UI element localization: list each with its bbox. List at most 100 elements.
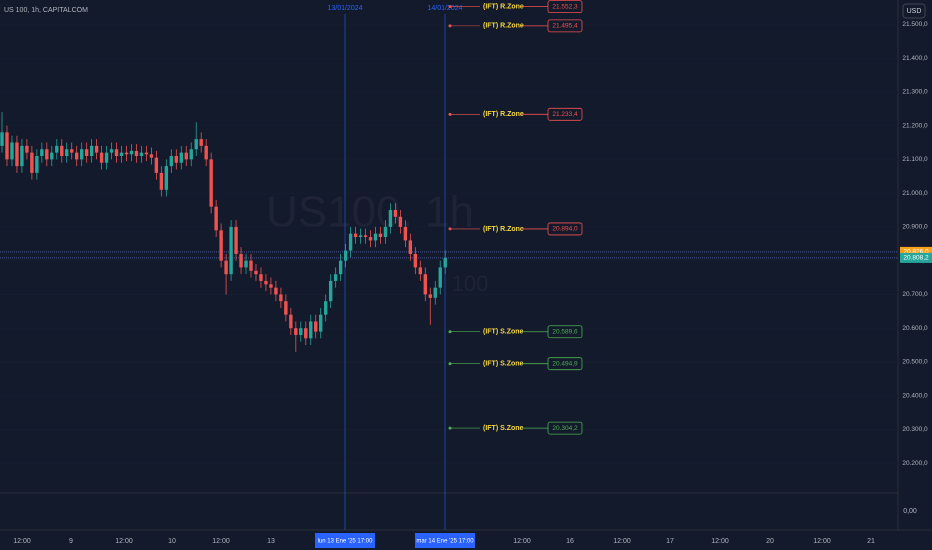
candle-body — [319, 314, 323, 332]
candle-body — [169, 156, 174, 167]
x-tick-label: 17 — [666, 538, 674, 545]
x-tick-label: 10 — [168, 538, 176, 545]
candle-body — [373, 233, 378, 241]
zone-value-label: 20.494,9 — [552, 360, 578, 367]
candle-body — [75, 152, 79, 160]
y-tick-label: 20.600,0 — [902, 325, 928, 332]
candle-body — [279, 294, 283, 302]
zone-box — [547, 19, 583, 33]
candle-body — [229, 226, 233, 275]
x-tick-label: 12:00 — [711, 538, 729, 545]
candle-body — [0, 132, 4, 146]
marker-top-label: 14/01/2024 — [427, 5, 462, 12]
candle-body — [433, 287, 437, 298]
currency-label[interactable]: USD — [907, 8, 922, 15]
watermark-sub: 100 — [452, 271, 489, 296]
candle-body — [274, 287, 278, 295]
candle-body — [338, 260, 343, 275]
zone-box — [547, 325, 583, 339]
candle-body — [353, 233, 358, 238]
candle-body — [413, 253, 418, 268]
candle-body — [189, 149, 193, 160]
candle-body — [299, 328, 303, 335]
candle-body — [134, 150, 139, 156]
candle-body — [314, 321, 318, 332]
x-tick-label: 12:00 — [613, 538, 631, 545]
zone-name: (IFT) S.Zone — [483, 425, 524, 432]
candle-body — [383, 226, 388, 238]
zone-name: (IFT) R.Zone — [483, 23, 524, 30]
y-tick-label: 20.300,0 — [902, 426, 928, 433]
candle-body — [79, 149, 84, 160]
candle-body — [244, 260, 248, 268]
candle-body — [294, 328, 298, 335]
candle-body — [114, 149, 119, 156]
candle-body — [154, 157, 159, 173]
zone-value-label: 21.233,4 — [552, 111, 578, 118]
candle-body — [234, 226, 238, 254]
candle-body — [204, 145, 208, 160]
zone-name: (IFT) S.Zone — [483, 329, 524, 336]
zone-name: (IFT) R.Zone — [483, 111, 524, 118]
candle-body — [84, 149, 89, 156]
y-tick-label: 20.700,0 — [902, 291, 928, 298]
candle-body — [164, 166, 169, 190]
zone-box — [547, 357, 583, 371]
candle-body — [363, 235, 368, 238]
candle-body — [94, 145, 99, 153]
candle-body — [428, 294, 432, 298]
candle-body — [343, 250, 348, 261]
zone-box — [547, 421, 583, 435]
marker-bottom-label: mar 14 Ene '25 17:00 — [416, 539, 474, 545]
chart-title: US 100, 1h, CAPITALCOM — [4, 7, 88, 14]
candle-body — [60, 145, 64, 156]
candle-body — [174, 156, 178, 163]
candle-body — [249, 260, 253, 271]
candle-body — [179, 152, 183, 163]
candle-body — [423, 274, 427, 295]
candle-body — [358, 235, 363, 238]
watermark: US100, 1h — [266, 188, 474, 237]
zone-value-label: 20.589,6 — [552, 328, 578, 335]
zone-value-label: 20.304,2 — [552, 425, 578, 432]
candle-body — [304, 328, 308, 339]
marker-top-label: 13/01/2024 — [327, 5, 362, 12]
y-tick-label: 20.900,0 — [902, 224, 928, 231]
candle-body — [65, 149, 69, 156]
candle-body — [214, 206, 218, 231]
candle-body — [25, 145, 29, 153]
candle-body — [264, 280, 268, 285]
zone-box — [547, 107, 583, 121]
zone-name: (IFT) R.Zone — [483, 3, 524, 10]
x-tick-label: 12:00 — [513, 538, 531, 545]
currency-button[interactable] — [902, 3, 926, 19]
last-price-label: 20.826,0 — [903, 249, 929, 256]
candle-body — [368, 237, 373, 241]
last-price-box — [900, 252, 932, 263]
y-tick-label: 21.100,0 — [902, 156, 928, 163]
marker-bottom-box — [315, 533, 375, 548]
y-tick-label: 20.400,0 — [902, 392, 928, 399]
candle-body — [269, 284, 273, 288]
y-tick-label: 21.000,0 — [902, 190, 928, 197]
zone-box — [547, 0, 583, 14]
candle-body — [70, 149, 74, 153]
candle-body — [333, 274, 338, 281]
y-tick-label: 21.500,0 — [902, 21, 928, 28]
candle-body — [35, 156, 39, 173]
candle-body — [129, 150, 134, 155]
zone-value-label: 21.495,4 — [552, 23, 578, 30]
candle-body — [194, 139, 198, 150]
candle-body — [99, 152, 104, 163]
candle-body — [378, 233, 383, 238]
candle-body — [30, 152, 34, 173]
candle-body — [109, 149, 114, 153]
candle-body — [124, 152, 129, 155]
marker-bottom-label: lun 13 Ene '25 17:00 — [318, 539, 374, 545]
y-tick-label: 21.400,0 — [902, 55, 928, 62]
candle-body — [289, 314, 293, 329]
candle-body — [254, 270, 258, 275]
candle-body — [139, 152, 144, 156]
candle-body — [403, 226, 408, 241]
